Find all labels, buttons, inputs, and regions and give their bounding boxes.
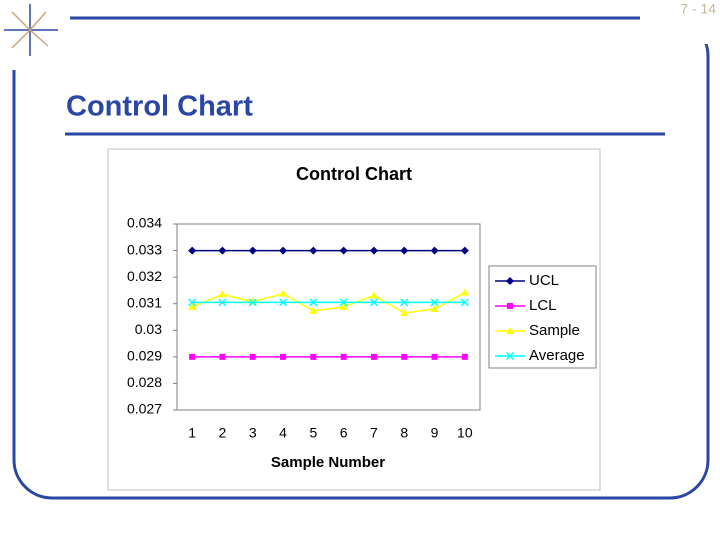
- marker: [218, 290, 227, 298]
- y-tick-label: 0.027: [127, 401, 162, 417]
- marker: [279, 289, 288, 297]
- legend-label: LCL: [529, 297, 557, 314]
- plot-area: [176, 223, 481, 411]
- marker: [218, 246, 227, 255]
- marker: [309, 306, 318, 314]
- marker: [339, 246, 348, 255]
- marker: [460, 298, 469, 307]
- legend-marker: [506, 277, 514, 285]
- marker: [460, 288, 469, 296]
- marker: [370, 353, 377, 360]
- marker: [430, 305, 439, 313]
- marker: [431, 353, 438, 360]
- marker: [279, 246, 288, 255]
- legend-label: UCL: [529, 272, 559, 289]
- marker: [339, 298, 348, 307]
- marker: [369, 298, 378, 307]
- marker: [400, 309, 409, 317]
- slide-title: Control Chart: [66, 91, 253, 123]
- marker: [279, 298, 288, 307]
- marker: [248, 298, 257, 307]
- legend-label: Average: [529, 347, 585, 364]
- legend: [488, 265, 597, 369]
- x-axis-label: Sample Number: [271, 454, 385, 471]
- page-number: 7 - 14: [680, 1, 716, 17]
- y-tick-label: 0.03: [135, 321, 162, 337]
- x-tick-label: 5: [309, 425, 317, 441]
- marker: [218, 298, 227, 307]
- marker: [219, 353, 226, 360]
- legend-marker: [506, 327, 514, 334]
- marker: [249, 353, 256, 360]
- marker: [309, 246, 318, 255]
- marker: [430, 298, 439, 307]
- marker: [460, 246, 469, 255]
- marker: [309, 298, 318, 307]
- corner-mask: [640, 0, 720, 44]
- x-tick-label: 10: [457, 425, 473, 441]
- x-tick-label: 4: [279, 425, 287, 441]
- y-tick-label: 0.031: [127, 294, 162, 310]
- marker: [339, 302, 348, 310]
- x-tick-label: 6: [340, 425, 348, 441]
- marker: [430, 246, 439, 255]
- slide-frame: [12, 16, 710, 500]
- marker: [189, 353, 196, 360]
- compass-icon: [4, 4, 58, 56]
- marker: [248, 246, 257, 255]
- y-tick-label: 0.029: [127, 348, 162, 364]
- y-tick-label: 0.032: [127, 268, 162, 284]
- marker: [188, 302, 197, 310]
- marker: [188, 298, 197, 307]
- marker: [461, 353, 468, 360]
- y-tick-label: 0.034: [127, 215, 162, 231]
- chart-title: Control Chart: [296, 164, 412, 184]
- x-tick-label: 8: [400, 425, 408, 441]
- marker: [280, 353, 287, 360]
- legend-label: Sample: [529, 322, 580, 339]
- marker: [340, 353, 347, 360]
- legend-marker: [505, 351, 515, 361]
- marker: [188, 246, 197, 255]
- x-tick-label: 2: [219, 425, 227, 441]
- marker: [400, 246, 409, 255]
- marker: [400, 298, 409, 307]
- x-tick-label: 3: [249, 425, 257, 441]
- marker: [369, 291, 378, 299]
- x-tick-label: 7: [370, 425, 378, 441]
- x-tick-label: 1: [188, 425, 196, 441]
- legend-marker: [507, 303, 513, 309]
- marker: [310, 353, 317, 360]
- y-tick-label: 0.028: [127, 374, 162, 390]
- series-line: [191, 291, 466, 314]
- marker: [401, 353, 408, 360]
- marker: [369, 246, 378, 255]
- y-tick-label: 0.033: [127, 241, 162, 257]
- x-tick-label: 9: [431, 425, 439, 441]
